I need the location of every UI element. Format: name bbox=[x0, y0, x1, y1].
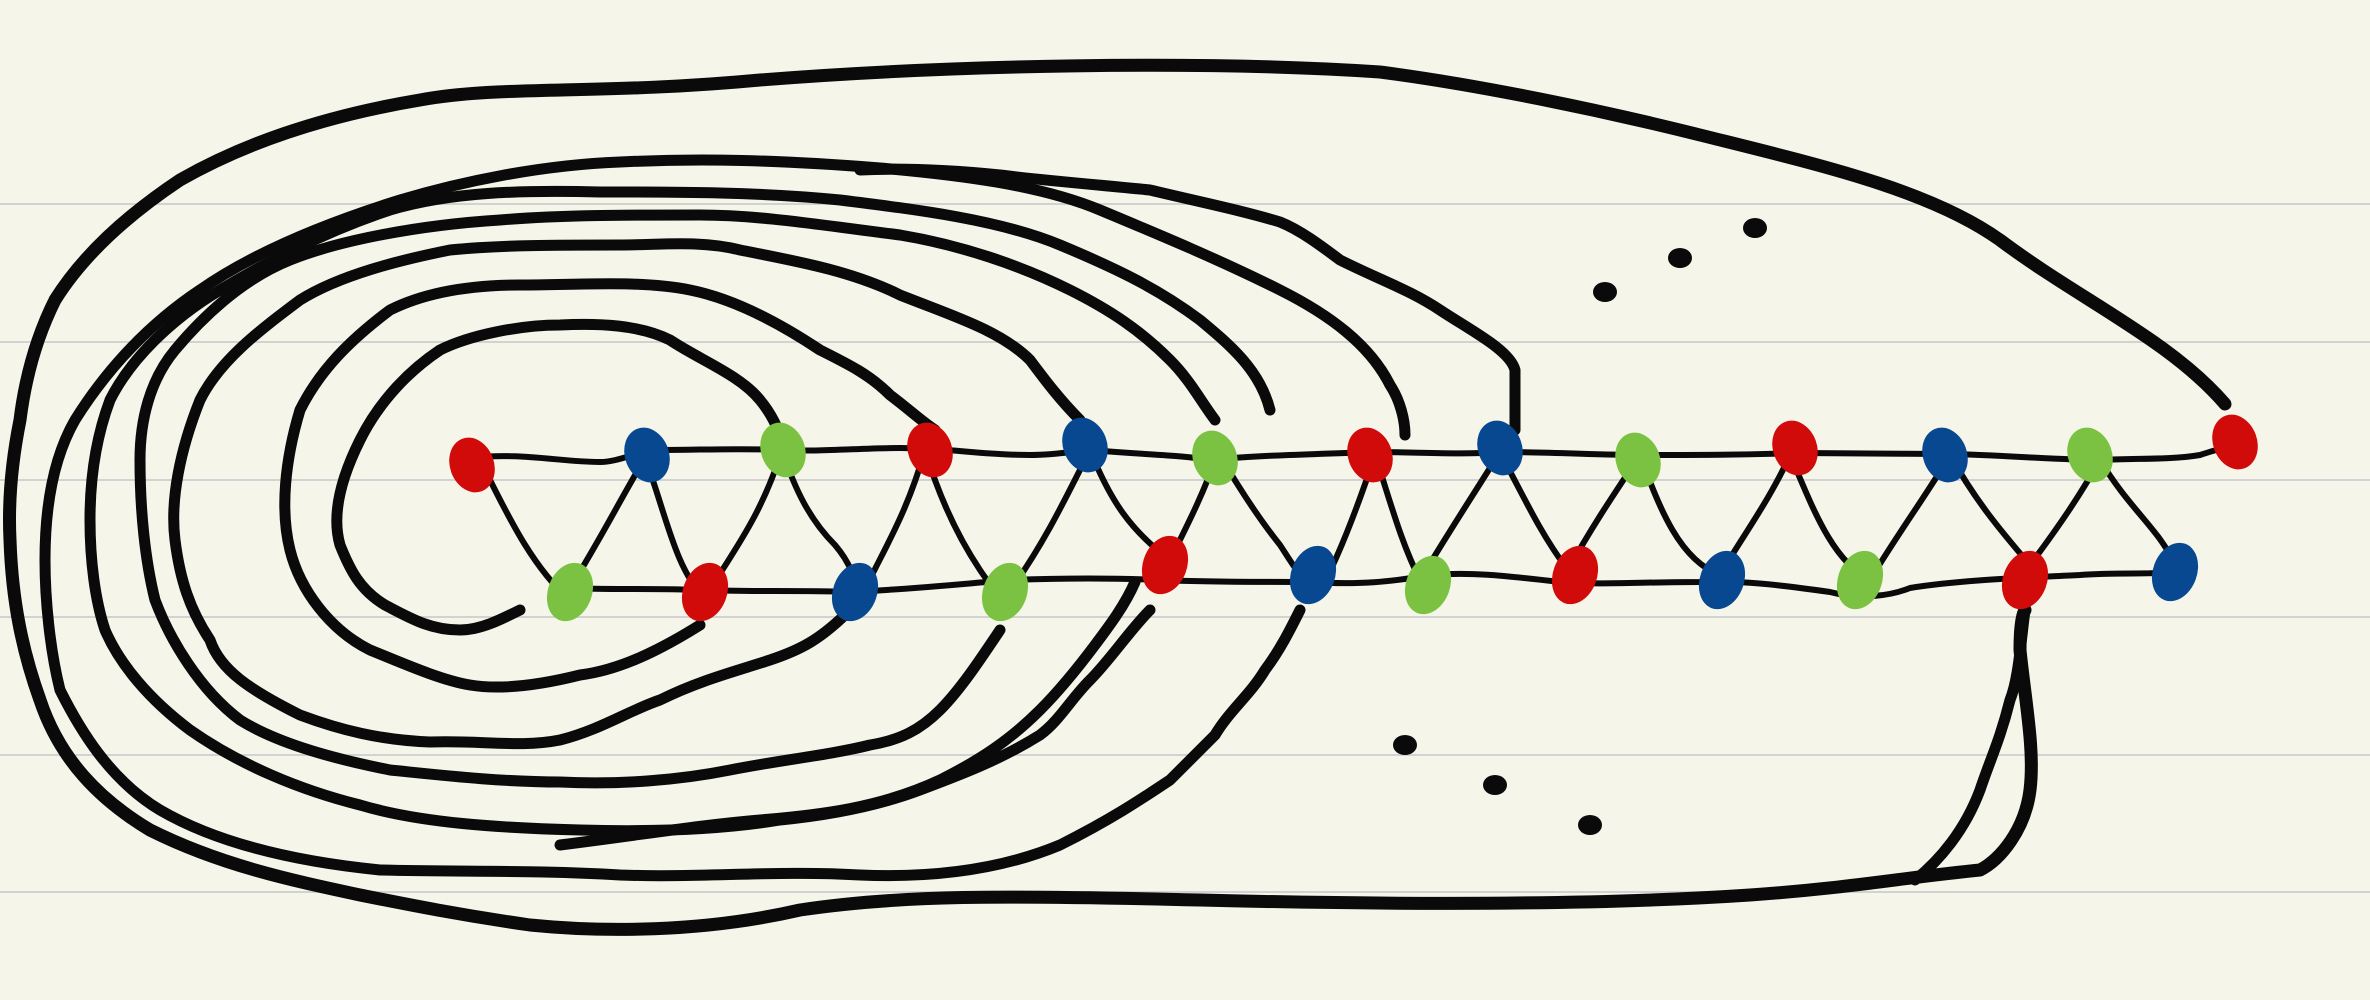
vertex-blue bbox=[1477, 420, 1523, 476]
nested-arc-edge bbox=[168, 238, 1086, 750]
vertex-green bbox=[760, 422, 806, 478]
ruled-lines bbox=[0, 203, 2370, 893]
vertex-red bbox=[907, 422, 953, 478]
zigzag-edges bbox=[487, 447, 2178, 603]
nested-arc-edge bbox=[279, 278, 941, 693]
vertex-red bbox=[2001, 550, 2049, 610]
nested-arc-edge bbox=[134, 209, 1221, 789]
vertices bbox=[449, 414, 2258, 622]
nested-arc-edge bbox=[39, 154, 1411, 882]
vertex-red bbox=[1141, 535, 1189, 595]
ellipsis-dots bbox=[1393, 218, 1767, 835]
vertex-red bbox=[681, 562, 729, 622]
right-link-edge bbox=[1909, 604, 2031, 886]
vertex-blue bbox=[1062, 417, 1108, 473]
vertex-blue bbox=[2151, 542, 2199, 602]
tail-edge bbox=[854, 163, 1521, 436]
ellipsis-dot bbox=[1668, 248, 1692, 268]
graph-edges bbox=[2, 58, 2238, 936]
vertex-blue bbox=[1289, 545, 1337, 605]
vertex-blue bbox=[831, 562, 879, 622]
ellipsis-dot bbox=[1743, 218, 1767, 238]
ellipsis-dot bbox=[1393, 735, 1417, 755]
nested-arc-edge bbox=[554, 576, 1141, 851]
vertex-green bbox=[2067, 427, 2113, 483]
ellipsis-dot bbox=[1593, 282, 1617, 302]
vertex-blue bbox=[624, 427, 670, 483]
vertex-green bbox=[1404, 555, 1452, 615]
vertex-green bbox=[1615, 432, 1661, 488]
vertex-blue bbox=[1922, 427, 1968, 483]
vertex-red bbox=[1551, 545, 1599, 605]
vertex-red bbox=[449, 437, 495, 493]
outer-arc-edge bbox=[2, 58, 2232, 936]
nested-arc-edge bbox=[331, 318, 786, 636]
vertex-green bbox=[546, 562, 594, 622]
vertex-green bbox=[981, 562, 1029, 622]
vertex-blue bbox=[1698, 550, 1746, 610]
vertex-red bbox=[1772, 420, 1818, 476]
ellipsis-dot bbox=[1483, 775, 1507, 795]
vertex-red bbox=[1347, 427, 1393, 483]
vertex-red bbox=[2212, 414, 2258, 470]
top-chain-edge bbox=[467, 444, 2238, 465]
vertex-green bbox=[1836, 550, 1884, 610]
ellipsis-dot bbox=[1578, 815, 1602, 835]
vertex-green bbox=[1192, 430, 1238, 486]
